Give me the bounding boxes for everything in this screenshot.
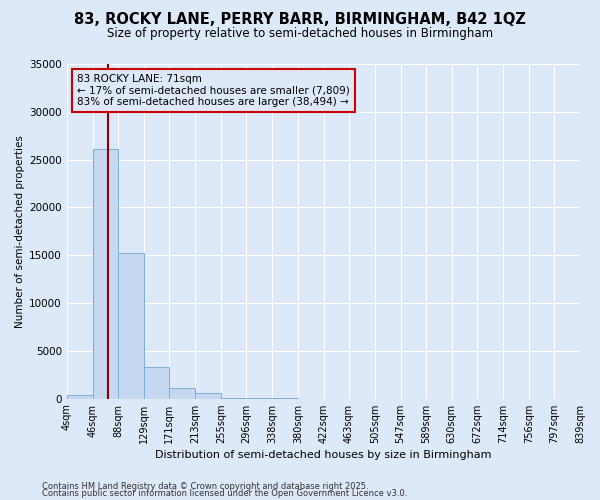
Bar (118, 254, 143, 398)
X-axis label: Distribution of semi-detached houses by size in Birmingham: Distribution of semi-detached houses by … (155, 450, 491, 460)
Bar (92, 149, 118, 398)
Text: 83, ROCKY LANE, PERRY BARR, BIRMINGHAM, B42 1QZ: 83, ROCKY LANE, PERRY BARR, BIRMINGHAM, … (74, 12, 526, 28)
Bar (169, 388, 195, 398)
Bar (67, 396, 92, 398)
Bar (195, 394, 221, 398)
Bar (143, 367, 169, 398)
Text: Contains public sector information licensed under the Open Government Licence v3: Contains public sector information licen… (42, 489, 407, 498)
Text: Contains HM Land Registry data © Crown copyright and database right 2025.: Contains HM Land Registry data © Crown c… (42, 482, 368, 491)
Text: Size of property relative to semi-detached houses in Birmingham: Size of property relative to semi-detach… (107, 28, 493, 40)
Text: 83 ROCKY LANE: 71sqm
← 17% of semi-detached houses are smaller (7,809)
83% of se: 83 ROCKY LANE: 71sqm ← 17% of semi-detac… (77, 74, 350, 107)
Y-axis label: Number of semi-detached properties: Number of semi-detached properties (15, 135, 25, 328)
